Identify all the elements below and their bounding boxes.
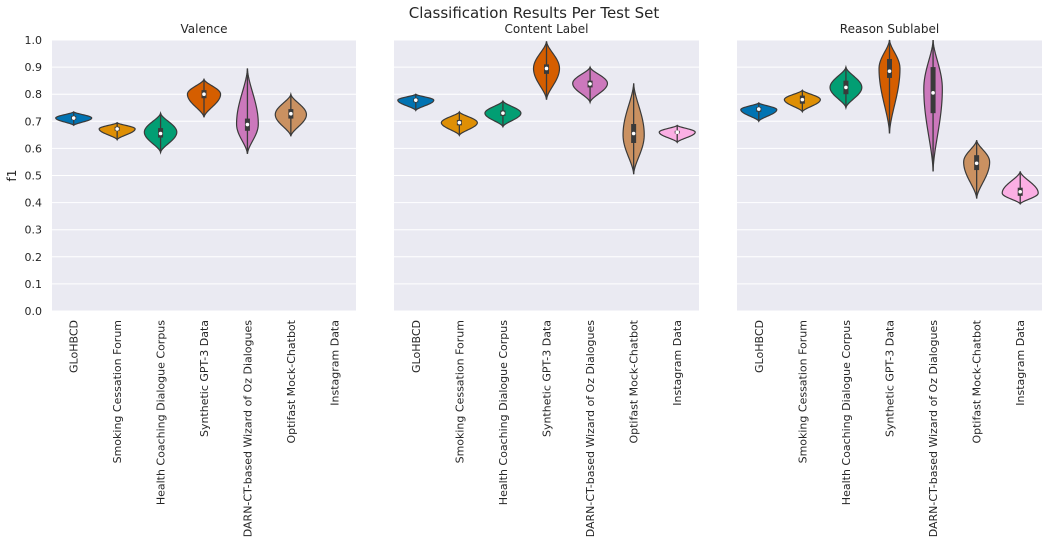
violin-median-dot <box>844 85 848 90</box>
violin-median-dot <box>413 98 418 102</box>
violin-median-dot <box>289 111 293 116</box>
x-tick-label: Instagram Data <box>328 320 341 406</box>
x-tick-label: Health Coaching Dialogue Corpus <box>840 320 853 505</box>
x-tick-label: GLoHBCD <box>410 320 423 373</box>
y-tick-label: 1.0 <box>25 34 43 47</box>
violin-median-dot <box>115 127 119 131</box>
x-tick-label: Optifast Mock-Chatbot <box>628 319 641 443</box>
panels: 0.0 0.1 0.2 0.3 0.4 0.5 0.6 0.7 0.8 0.9 1.0 f1 Valen… <box>5 22 1042 537</box>
x-tick-label: Health Coaching Dialogue Corpus <box>155 320 168 505</box>
x-tick-label: GLoHBCD <box>68 320 81 373</box>
y-tick-label: 0.0 <box>25 305 43 318</box>
x-tick-label: DARN-CT-based Wizard of Oz Dialogues <box>584 320 597 538</box>
x-tick-label: Health Coaching Dialogue Corpus <box>497 320 510 505</box>
x-tick-label: GLoHBCD <box>753 320 766 373</box>
violin-median-dot <box>501 111 505 115</box>
y-tick-label: 0.6 <box>25 142 43 155</box>
violin-median-dot <box>631 131 636 136</box>
violin-median-dot <box>588 82 592 86</box>
figure-title: Classification Results Per Test Set <box>409 4 660 22</box>
x-tick-label: DARN-CT-based Wizard of Oz Dialogues <box>927 320 940 538</box>
y-tick-label: 0.9 <box>25 61 43 74</box>
violin-median-dot <box>931 91 935 95</box>
violin-median-dot <box>158 131 163 136</box>
x-tick-label: Instagram Data <box>1014 320 1027 406</box>
x-tick-label: Optifast Mock-Chatbot <box>971 319 984 443</box>
violin-median-dot <box>245 122 250 127</box>
x-tick-label: Synthetic GPT-3 Data <box>198 320 211 437</box>
panel-title: Content Label <box>505 22 589 36</box>
x-tick-label: DARN-CT-based Wizard of Oz Dialogues <box>241 320 254 538</box>
y-axis-label: f1 <box>5 170 19 182</box>
y-tick-label: 0.3 <box>25 224 43 237</box>
x-tick-label: Instagram Data <box>671 320 684 406</box>
violin-median-dot <box>974 161 979 166</box>
x-tick-label: Smoking Cessation Forum <box>796 320 809 463</box>
violin-iqr-box <box>887 58 892 78</box>
y-tick-label: 0.5 <box>25 170 43 183</box>
x-tick-label: Optifast Mock-Chatbot <box>285 319 298 443</box>
panel-2: Content Label GLoHBCD Smoking Cessation Fo… <box>394 22 699 537</box>
x-tick-label: Smoking Cessation Forum <box>453 320 466 463</box>
y-tick-label: 0.2 <box>25 251 43 264</box>
violin-median-dot <box>800 97 805 102</box>
violin-iqr-box <box>930 67 936 114</box>
y-tick-label: 0.8 <box>25 88 43 101</box>
y-tick-label: 0.7 <box>25 115 43 128</box>
panel-title: Valence <box>181 22 228 36</box>
violin-median-dot <box>1018 189 1023 194</box>
x-tick-label: Synthetic GPT-3 Data <box>541 320 554 437</box>
panel-1: 0.0 0.1 0.2 0.3 0.4 0.5 0.6 0.7 0.8 0.9 1.0 f1 Valen… <box>5 22 356 537</box>
panel-title: Reason Sublabel <box>840 22 939 36</box>
violin-median-dot <box>71 116 76 120</box>
violin-median-dot <box>202 92 206 96</box>
violin-median-dot <box>544 66 549 71</box>
violin-median-dot <box>887 69 892 73</box>
y-tick-label: 0.4 <box>25 197 43 210</box>
violin-median-dot <box>756 107 761 111</box>
y-tick-label: 0.1 <box>25 278 43 291</box>
x-tick-label: Smoking Cessation Forum <box>111 320 124 463</box>
violin-median-dot <box>675 130 680 134</box>
panel-3: Reason Sublabel GLoHBCD Smoking Cessation … <box>737 22 1042 537</box>
violin-median-dot <box>457 120 462 125</box>
x-tick-label: Synthetic GPT-3 Data <box>884 320 897 437</box>
